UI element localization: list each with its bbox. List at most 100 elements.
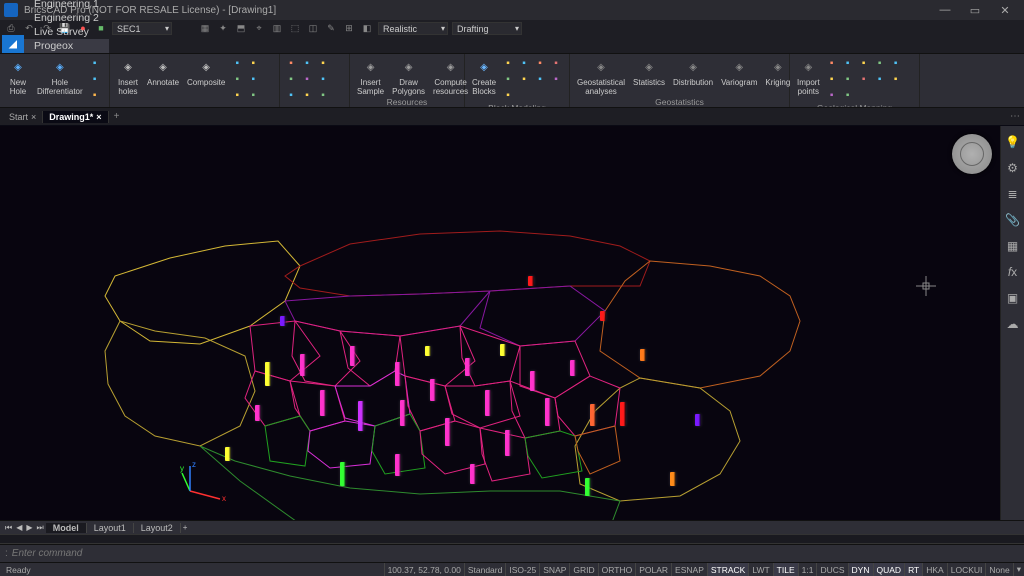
doc-tab-close-icon[interactable]: × <box>31 112 36 122</box>
side-tool-sliders-icon[interactable]: ⚙ <box>1005 160 1021 176</box>
btab-first-icon[interactable]: ⏮ <box>3 523 14 533</box>
status-toggle-rt[interactable]: RT <box>904 563 922 576</box>
ribbon-small-button[interactable]: ▪ <box>88 88 102 102</box>
status-toggle-hka[interactable]: HKA <box>922 563 946 576</box>
ribbon-small-button[interactable]: ▪ <box>825 56 839 70</box>
ribbon-button[interactable]: ◈Annotate <box>144 56 182 108</box>
ribbon-small-button[interactable]: ▪ <box>549 72 563 86</box>
qat-icon[interactable]: ⬒ <box>234 22 248 34</box>
new-doc-button[interactable]: + <box>109 111 125 122</box>
qat-icon[interactable]: ▥ <box>270 22 284 34</box>
ribbon-small-button[interactable]: ▪ <box>533 72 547 86</box>
qat-icon[interactable]: ✦ <box>216 22 230 34</box>
ribbon-button[interactable]: ◈Distribution <box>670 56 716 96</box>
qat-icon[interactable]: ⌖ <box>252 22 266 34</box>
ribbon-small-button[interactable]: ▪ <box>517 56 531 70</box>
ribbon-button[interactable]: ◈Create Blocks <box>469 56 499 102</box>
btab-prev-icon[interactable]: ◀ <box>14 523 24 532</box>
close-button[interactable]: ✕ <box>990 0 1020 20</box>
layer-combo[interactable]: SEC1 <box>112 22 172 35</box>
ribbon-button[interactable]: ◈Kriging <box>762 56 793 96</box>
layout-tab[interactable]: Layout1 <box>87 523 134 533</box>
qat-icon[interactable]: ▦ <box>198 22 212 34</box>
ribbon-button[interactable]: ◈New Hole <box>4 56 32 108</box>
btab-add-icon[interactable]: + <box>181 523 190 532</box>
ribbon-small-button[interactable]: ▪ <box>316 56 330 70</box>
qat-icon[interactable]: ⬚ <box>288 22 302 34</box>
ribbon-small-button[interactable]: ▪ <box>533 56 547 70</box>
ribbon-button[interactable]: ◈Statistics <box>630 56 668 96</box>
layout-tab[interactable]: Layout2 <box>134 523 181 533</box>
status-toggle-snap[interactable]: SNAP <box>539 563 569 576</box>
status-toggle-ortho[interactable]: ORTHO <box>598 563 636 576</box>
ribbon-small-button[interactable]: ▪ <box>230 56 244 70</box>
ribbon-small-button[interactable]: ▪ <box>284 56 298 70</box>
ribbon-small-button[interactable]: ▪ <box>549 56 563 70</box>
ribbon-small-button[interactable]: ▪ <box>501 56 515 70</box>
status-toggle-lwt[interactable]: LWT <box>748 563 772 576</box>
ribbon-small-button[interactable]: ▪ <box>873 56 887 70</box>
ribbon-small-button[interactable]: ▪ <box>300 88 314 102</box>
ribbon-small-button[interactable]: ▪ <box>300 72 314 86</box>
ribbon-small-button[interactable]: ▪ <box>825 72 839 86</box>
ribbon-small-button[interactable]: ▪ <box>873 72 887 86</box>
side-tool-layers-icon[interactable]: ≣ <box>1005 186 1021 202</box>
ribbon-small-button[interactable]: ▪ <box>825 88 839 102</box>
status-toggle-1:1[interactable]: 1:1 <box>798 563 817 576</box>
ribbon-button[interactable]: ◈Draw Polygons <box>389 56 428 96</box>
qat-icon[interactable]: ◫ <box>306 22 320 34</box>
status-toggle-tile[interactable]: TILE <box>773 563 798 576</box>
ribbon-small-button[interactable]: ▪ <box>889 72 903 86</box>
ribbon-small-button[interactable]: ▪ <box>889 56 903 70</box>
command-line[interactable]: : Enter command <box>0 544 1024 562</box>
workspace-combo[interactable]: Drafting <box>452 22 522 35</box>
side-tool-bulb-icon[interactable]: 💡 <box>1005 134 1021 150</box>
side-tool-clip-icon[interactable]: 📎 <box>1005 212 1021 228</box>
ribbon-small-button[interactable]: ▪ <box>501 88 515 102</box>
ribbon-button[interactable]: ◈Hole Differentiator <box>34 56 86 108</box>
ribbon-button[interactable]: ◈Composite <box>184 56 228 108</box>
ribbon-button[interactable]: ◈Geostatistical analyses <box>574 56 628 96</box>
visualstyle-combo[interactable]: Realistic <box>378 22 448 35</box>
status-toggle-dyn[interactable]: DYN <box>848 563 873 576</box>
status-toggle-polar[interactable]: POLAR <box>635 563 671 576</box>
btab-last-icon[interactable]: ⏭ <box>35 523 46 533</box>
ribbon-small-button[interactable]: ▪ <box>230 72 244 86</box>
side-tool-grid-icon[interactable]: ▦ <box>1005 238 1021 254</box>
menu-tab-engineering-2[interactable]: Engineering 2 <box>24 11 109 25</box>
ribbon-small-button[interactable]: ▪ <box>230 88 244 102</box>
qat-icon[interactable]: ✎ <box>324 22 338 34</box>
status-toggle-esnap[interactable]: ESNAP <box>671 563 707 576</box>
status-toggle-grid[interactable]: GRID <box>569 563 597 576</box>
menu-tab-live-survey[interactable]: Live Survey <box>24 25 109 39</box>
status-dropdown-icon[interactable]: ▾ <box>1013 563 1024 576</box>
qat-icon[interactable]: ⎙ <box>4 22 18 34</box>
status-toggle-quad[interactable]: QUAD <box>873 563 905 576</box>
side-tool-fx-icon[interactable]: fx <box>1005 264 1021 280</box>
ribbon-small-button[interactable]: ▪ <box>316 72 330 86</box>
minimize-button[interactable]: — <box>930 0 960 20</box>
ribbon-small-button[interactable]: ▪ <box>841 56 855 70</box>
doc-tab[interactable]: Drawing1*× <box>43 111 108 123</box>
doc-tab[interactable]: Start× <box>3 111 43 123</box>
ribbon-small-button[interactable]: ▪ <box>841 88 855 102</box>
ribbon-small-button[interactable]: ▪ <box>300 56 314 70</box>
ribbon-small-button[interactable]: ▪ <box>284 88 298 102</box>
ribbon-small-button[interactable]: ▪ <box>841 72 855 86</box>
ribbon-small-button[interactable]: ▪ <box>517 72 531 86</box>
ribbon-small-button[interactable]: ▪ <box>246 88 260 102</box>
ribbon-button[interactable]: ◈Insert Sample <box>354 56 387 96</box>
qat-icon[interactable]: ◧ <box>360 22 374 34</box>
doctabs-menu-icon[interactable]: ⋯ <box>1010 111 1020 122</box>
status-toggle-ducs[interactable]: DUCS <box>816 563 847 576</box>
ribbon-button[interactable]: ◈Import points <box>794 56 823 102</box>
status-toggle-strack[interactable]: STRACK <box>707 563 748 576</box>
drawing-canvas[interactable]: x y z <box>0 126 1000 520</box>
ribbon-button[interactable]: ◈Variogram <box>718 56 760 96</box>
qat-icon[interactable]: ⊞ <box>342 22 356 34</box>
side-tool-cloud-icon[interactable]: ☁ <box>1005 316 1021 332</box>
ribbon-small-button[interactable]: ▪ <box>501 72 515 86</box>
side-tool-panel-icon[interactable]: ▣ <box>1005 290 1021 306</box>
ribbon-small-button[interactable]: ▪ <box>857 56 871 70</box>
menu-tab-engineering-1[interactable]: Engineering 1 <box>24 0 109 11</box>
